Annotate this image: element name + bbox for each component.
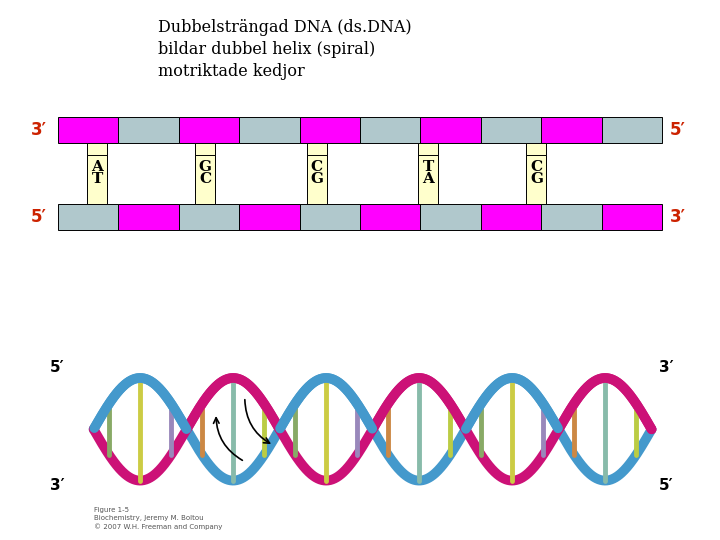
Text: G: G (530, 172, 543, 186)
Bar (418, 155, 438, 204)
Text: Dubbelsträngad DNA (ds.DNA)
bildar dubbel helix (spiral)
motriktade kedjor: Dubbelsträngad DNA (ds.DNA) bildar dubbe… (158, 19, 412, 80)
Text: A: A (423, 172, 434, 186)
Bar (179, 204, 239, 230)
Bar (307, 143, 327, 192)
Bar (118, 117, 179, 143)
Text: G: G (199, 160, 212, 174)
Bar (602, 204, 662, 230)
Bar (239, 117, 300, 143)
Bar (300, 204, 360, 230)
Text: Figure 1-5
Biochemistry, Jeremy M. Boltou
© 2007 W.H. Freeman and Company: Figure 1-5 Biochemistry, Jeremy M. Bolto… (94, 508, 222, 530)
Text: 5′: 5′ (659, 478, 673, 494)
Bar (602, 117, 662, 143)
Text: 3′: 3′ (31, 121, 47, 139)
Bar (420, 117, 481, 143)
Bar (239, 204, 300, 230)
Text: A: A (91, 160, 103, 174)
Bar (481, 204, 541, 230)
Bar (481, 117, 541, 143)
Bar (541, 117, 602, 143)
Text: C: C (531, 160, 542, 174)
Bar (307, 155, 327, 204)
Text: 5′: 5′ (50, 360, 65, 375)
Text: T: T (91, 172, 103, 186)
Bar (195, 155, 215, 204)
Text: 3′: 3′ (659, 360, 673, 375)
Bar (360, 117, 420, 143)
Bar (526, 155, 546, 204)
Bar (360, 204, 420, 230)
Bar (541, 204, 602, 230)
Bar (420, 204, 481, 230)
Bar (58, 204, 118, 230)
Text: 3′: 3′ (50, 478, 65, 494)
Bar (418, 143, 438, 192)
Text: 5′: 5′ (670, 121, 685, 139)
Bar (300, 117, 360, 143)
Bar (195, 143, 215, 192)
Bar (179, 117, 239, 143)
Text: C: C (311, 160, 323, 174)
Text: T: T (423, 160, 434, 174)
Bar (118, 204, 179, 230)
Bar (87, 143, 107, 192)
Bar (58, 117, 118, 143)
Bar (87, 155, 107, 204)
Text: C: C (199, 172, 211, 186)
Text: 3′: 3′ (670, 207, 685, 226)
Text: 5′: 5′ (31, 207, 47, 226)
Bar (526, 143, 546, 192)
Text: G: G (310, 172, 323, 186)
